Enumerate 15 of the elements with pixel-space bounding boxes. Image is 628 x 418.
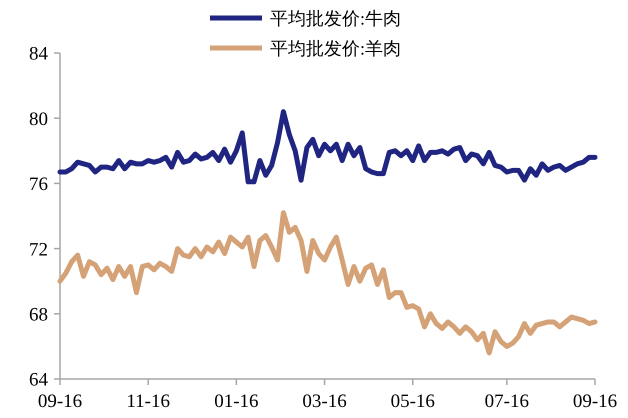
x-tick-label: 05-16: [390, 391, 435, 412]
y-tick-label: 76: [29, 174, 48, 196]
x-tick-label: 03-16: [302, 391, 347, 412]
x-tick-label: 09-16: [38, 391, 82, 412]
y-tick-label: 84: [29, 44, 48, 65]
y-tick-label: 72: [29, 239, 48, 260]
x-tick-label: 07-16: [484, 391, 529, 412]
x-tick-label: 11-16: [126, 391, 170, 412]
y-tick-label: 64: [29, 370, 48, 391]
y-tick-label: 80: [29, 108, 48, 130]
legend-label: 平均批发价:羊肉: [270, 38, 402, 58]
legend-label: 平均批发价:牛肉: [270, 8, 402, 28]
x-tick-label: 01-16: [214, 391, 259, 412]
x-tick-label: 09-16: [572, 391, 618, 412]
y-tick-label: 68: [29, 304, 48, 326]
